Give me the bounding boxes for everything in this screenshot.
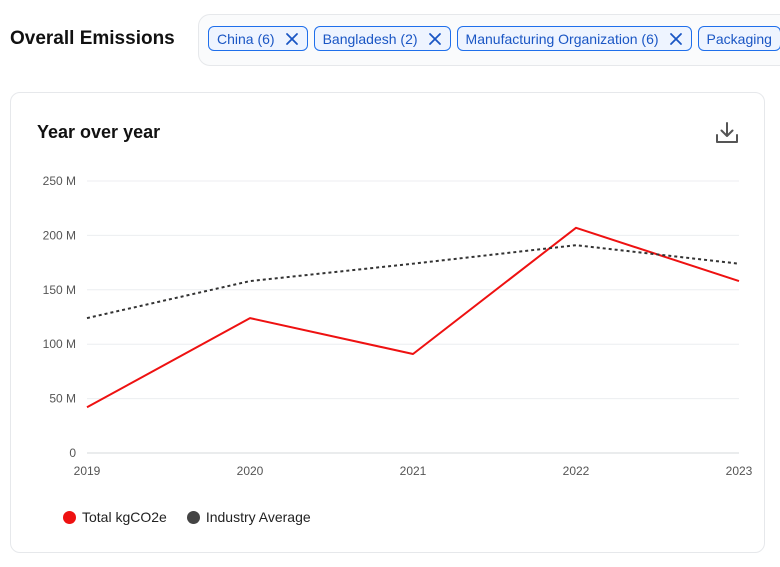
data-point [737,279,741,283]
x-tick-label: 2023 [726,464,753,478]
legend-marker [186,510,200,524]
data-point [737,262,741,266]
filter-chip-china[interactable]: China (6) [208,26,308,51]
legend-label: Total kgCO2e [82,509,167,525]
x-tick-label: 2022 [563,464,590,478]
data-point [411,352,415,356]
data-point [248,279,252,283]
chart-title: Year over year [37,122,161,142]
legend-label: Industry Average [205,509,311,525]
x-tick-label: 2021 [400,464,427,478]
chart-legend: Total kgCO2e Industry Average [63,509,311,525]
close-icon[interactable] [285,32,299,46]
chart-card: Year over year 0 50 M 100 M 150 M 200 M 250 M… [10,92,765,553]
filter-chip-label: Manufacturing Organization (6) [465,30,659,47]
y-tick-label: 250 M [43,174,76,188]
filter-chip-label: China (6) [217,30,275,47]
y-tick-label: 200 M [43,228,76,242]
data-point [411,262,415,266]
download-icon[interactable] [714,120,740,146]
filter-bar: China (6) Bangladesh (2) Manufacturing O… [198,14,780,66]
close-icon[interactable] [428,32,442,46]
filter-chip-manufacturing-organization[interactable]: Manufacturing Organization (6) [456,26,692,51]
y-tick-label: 150 M [43,283,76,297]
data-point [248,316,252,320]
close-icon[interactable] [669,32,683,46]
y-tick-label: 0 [69,446,76,460]
data-point [85,316,89,320]
data-point [574,226,578,230]
filter-chip-label: Bangladesh (2) [322,30,418,47]
filter-chip-bangladesh[interactable]: Bangladesh (2) [313,26,451,51]
y-tick-label: 50 M [49,392,76,406]
data-point [574,243,578,247]
legend-marker [63,510,76,524]
legend-item-industry-average[interactable]: Industry Average [186,509,311,525]
filter-chip-packaging[interactable]: Packaging [697,26,780,51]
series-line-industry-average [86,244,740,320]
filter-chip-label: Packaging [706,30,772,47]
data-point [85,405,89,409]
legend-item-total[interactable]: Total kgCO2e [63,509,167,525]
series-line-total [86,226,740,409]
page-title: Overall Emissions [10,28,175,49]
y-tick-label: 100 M [43,337,76,351]
x-tick-label: 2020 [237,464,264,478]
line-chart: 0 50 M 100 M 150 M 200 M 250 M 2019 2020 2021 202… [43,174,753,478]
x-tick-label: 2019 [74,464,101,478]
